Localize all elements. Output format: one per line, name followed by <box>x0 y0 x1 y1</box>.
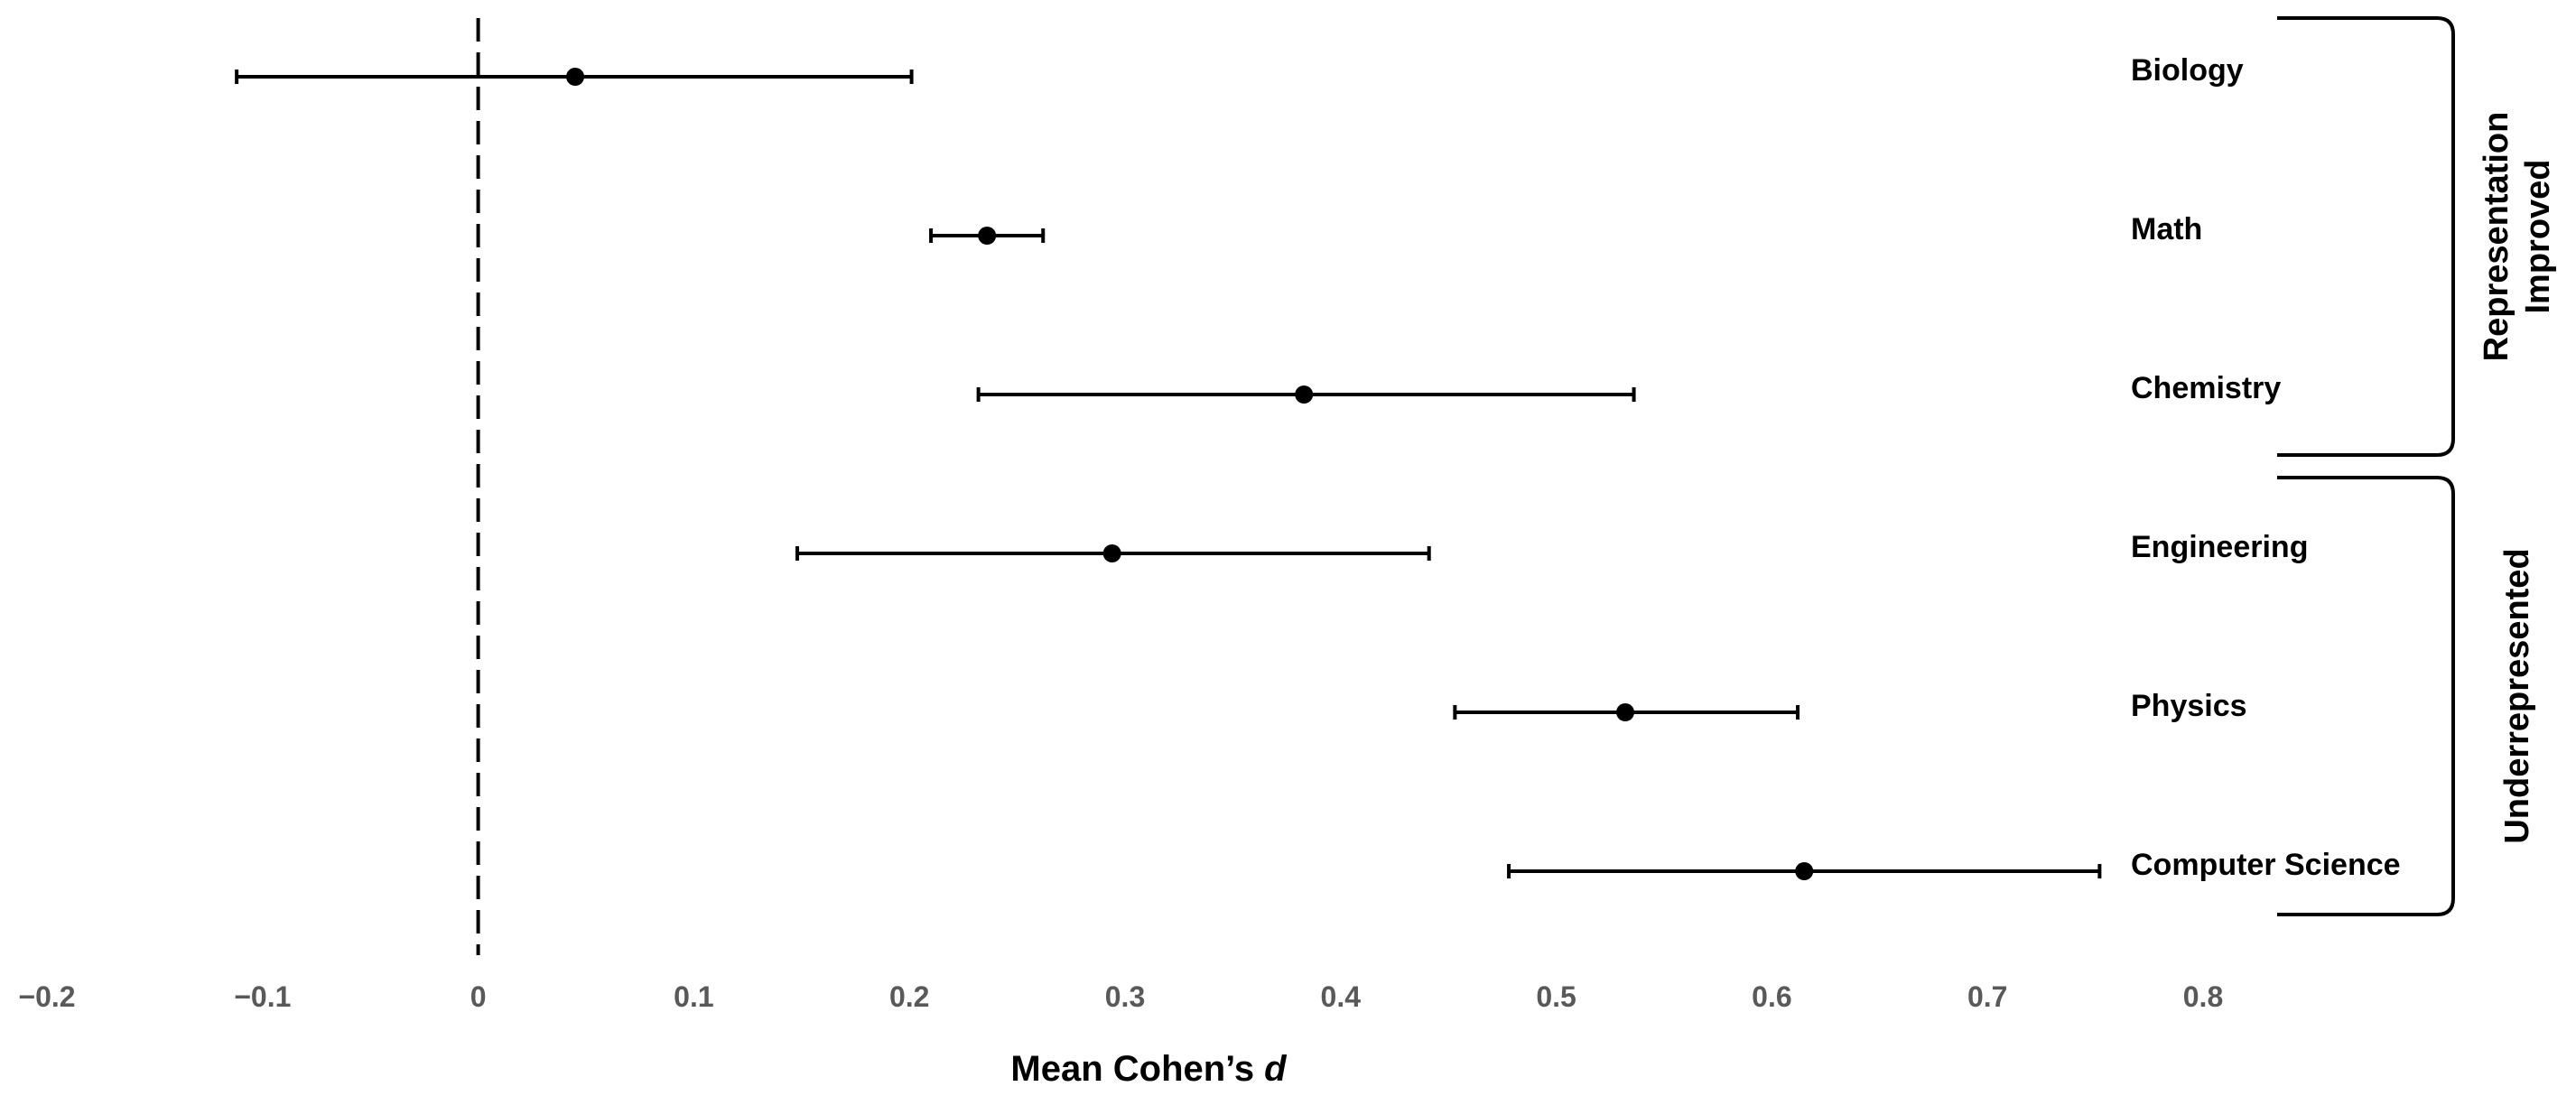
category-label: Computer Science <box>2131 848 2401 882</box>
row-biology <box>235 68 914 86</box>
x-tick-label: −0.1 <box>234 980 291 1013</box>
category-label: Physics <box>2131 689 2247 723</box>
category-label: Chemistry <box>2131 371 2281 405</box>
group-bracket <box>2277 16 2455 457</box>
group-label: Underrepresented <box>2498 548 2536 843</box>
row-engineering <box>795 544 1431 562</box>
x-tick-label: 0.5 <box>1536 980 1576 1013</box>
mean-point <box>1616 703 1635 721</box>
category-label: Engineering <box>2131 530 2308 564</box>
x-tick-label: 0.7 <box>1967 980 2007 1013</box>
group-label: Representation <box>2478 112 2516 362</box>
group-bracket <box>2277 476 2455 916</box>
row-math <box>929 227 1046 245</box>
x-tick-label: 0.8 <box>2183 980 2223 1013</box>
x-tick-label: −0.2 <box>18 980 75 1013</box>
mean-point <box>1795 862 1814 880</box>
row-chemistry <box>976 385 1636 404</box>
row-physics <box>1453 703 1800 721</box>
x-tick-label: 0.4 <box>1321 980 1362 1013</box>
x-tick-label: 0 <box>470 980 487 1013</box>
mean-point <box>566 68 585 86</box>
mean-point <box>1102 544 1121 562</box>
x-axis-title: Mean Cohen’s d <box>1010 1049 1288 1089</box>
x-tick-label: 0.2 <box>889 980 929 1013</box>
category-label: Biology <box>2131 53 2244 88</box>
x-tick-label: 0.6 <box>1752 980 1791 1013</box>
mean-point <box>978 227 997 245</box>
x-tick-label: 0.3 <box>1105 980 1145 1013</box>
row-computer-science <box>1507 862 2102 880</box>
category-label: Math <box>2131 212 2202 246</box>
mean-point <box>1295 385 1314 404</box>
group-label: Improved <box>2519 159 2557 313</box>
x-tick-label: 0.1 <box>674 980 713 1013</box>
